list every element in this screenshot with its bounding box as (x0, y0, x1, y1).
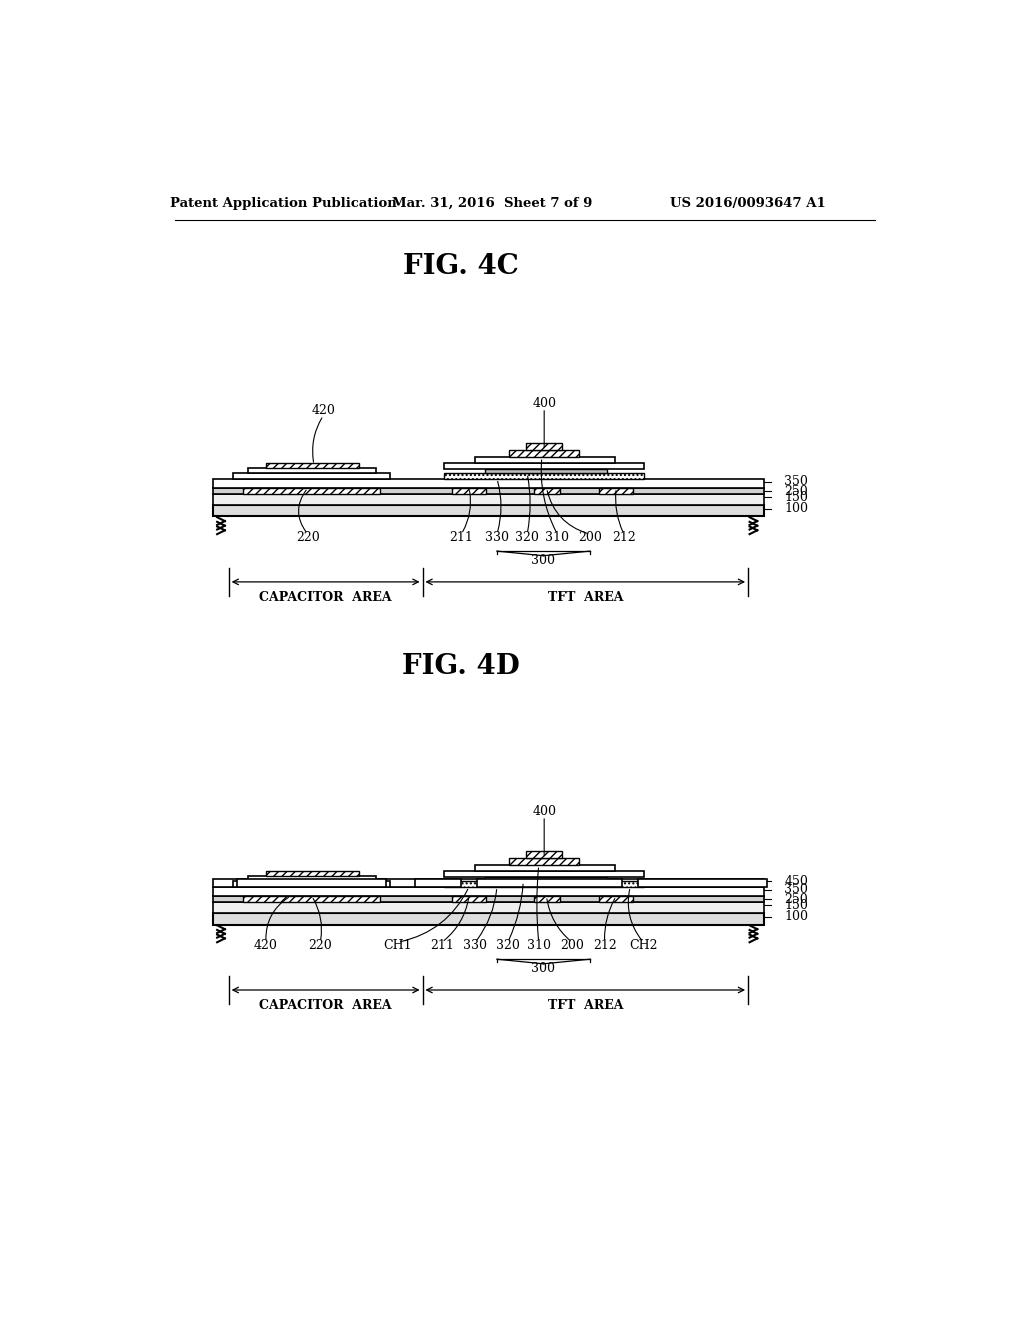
Text: 250: 250 (784, 892, 808, 906)
Text: 250: 250 (784, 484, 808, 498)
Bar (477, 879, 623, 887)
Bar (213, 494, 764, 506)
Text: 330: 330 (463, 939, 487, 952)
Bar (475, 866, 614, 871)
Bar (213, 913, 764, 924)
Text: 220: 220 (296, 531, 319, 544)
Text: TFT  AREA: TFT AREA (548, 999, 623, 1012)
Text: 320: 320 (496, 939, 520, 952)
Bar (213, 488, 764, 494)
Text: CAPACITOR  AREA: CAPACITOR AREA (259, 999, 392, 1012)
Text: 400: 400 (532, 397, 556, 409)
Bar (213, 879, 764, 887)
Text: 450: 450 (784, 875, 808, 888)
Bar (535, 488, 560, 494)
Bar (266, 871, 359, 876)
Bar (232, 882, 390, 887)
Bar (213, 506, 764, 516)
Text: 350: 350 (784, 883, 808, 896)
Bar (509, 858, 579, 866)
Bar (213, 896, 764, 903)
Text: 100: 100 (784, 502, 808, 515)
Text: 211: 211 (450, 531, 473, 544)
Text: 420: 420 (311, 404, 335, 417)
Bar (599, 488, 633, 494)
Bar (266, 462, 359, 469)
Bar (638, 879, 767, 887)
Bar (444, 463, 644, 469)
Bar (475, 457, 614, 463)
Text: Mar. 31, 2016  Sheet 7 of 9: Mar. 31, 2016 Sheet 7 of 9 (392, 197, 593, 210)
Text: 200: 200 (560, 939, 584, 952)
Bar (526, 851, 562, 858)
Text: 211: 211 (430, 939, 454, 952)
Bar (509, 450, 579, 457)
Text: 300: 300 (531, 554, 555, 566)
Text: 310: 310 (546, 531, 569, 544)
Bar (232, 474, 390, 479)
Bar (444, 474, 644, 479)
Bar (526, 444, 562, 450)
Text: 212: 212 (593, 939, 616, 952)
Bar (243, 488, 380, 494)
Bar (599, 896, 633, 903)
Text: 100: 100 (784, 911, 808, 924)
Bar (237, 879, 386, 887)
Text: 200: 200 (578, 531, 602, 544)
Text: 220: 220 (308, 939, 332, 952)
Text: CAPACITOR  AREA: CAPACITOR AREA (259, 591, 392, 603)
Text: 330: 330 (485, 531, 509, 544)
Text: 150: 150 (784, 899, 808, 912)
Text: TFT  AREA: TFT AREA (548, 591, 623, 603)
Text: 212: 212 (612, 531, 636, 544)
Bar (484, 469, 607, 474)
Text: 420: 420 (254, 939, 278, 952)
Text: US 2016/0093647 A1: US 2016/0093647 A1 (670, 197, 826, 210)
Text: Patent Application Publication: Patent Application Publication (170, 197, 396, 210)
Text: 300: 300 (531, 962, 555, 975)
Bar (444, 871, 644, 876)
Bar (415, 879, 461, 887)
Bar (452, 488, 486, 494)
Bar (243, 896, 380, 903)
Bar (248, 469, 376, 474)
Text: 310: 310 (526, 939, 551, 952)
Text: 320: 320 (515, 531, 539, 544)
Bar (213, 479, 764, 488)
Text: CH2: CH2 (629, 939, 657, 952)
Text: 150: 150 (784, 491, 808, 504)
Text: 350: 350 (784, 475, 808, 488)
Text: CH1: CH1 (383, 939, 412, 952)
Text: FIG. 4C: FIG. 4C (403, 252, 519, 280)
Bar (444, 882, 644, 887)
Bar (248, 876, 376, 882)
Bar (452, 896, 486, 903)
Text: 400: 400 (532, 805, 556, 818)
Bar (484, 876, 607, 882)
Bar (535, 896, 560, 903)
Bar (213, 903, 764, 913)
Text: FIG. 4D: FIG. 4D (402, 653, 520, 680)
Bar (213, 887, 764, 896)
